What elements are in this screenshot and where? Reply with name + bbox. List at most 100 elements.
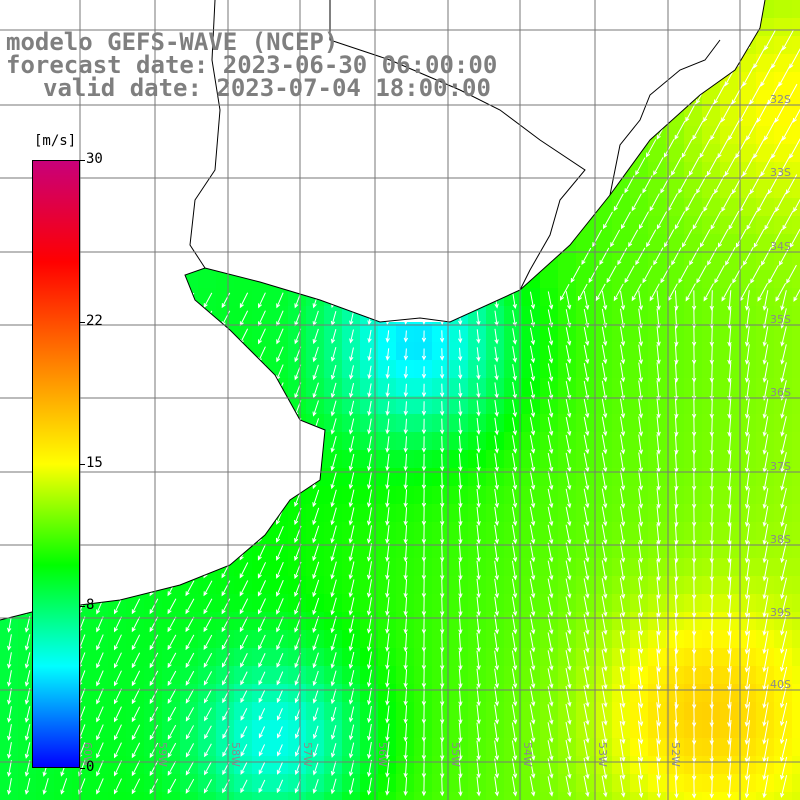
wind-speed-cell: [792, 792, 800, 800]
wind-speed-cell: [702, 612, 720, 630]
wind-arrow: [547, 776, 554, 797]
wind-arrow: [699, 229, 711, 248]
wind-speed-cell: [774, 216, 792, 234]
wind-arrow: [476, 365, 481, 380]
wind-speed-cell: [720, 396, 738, 414]
wind-speed-cell: [468, 576, 486, 594]
wind-arrow: [367, 759, 372, 778]
wind-arrow: [403, 471, 408, 490]
wind-arrow: [385, 471, 390, 490]
wind-arrow: [782, 210, 794, 231]
wind-arrow: [312, 328, 319, 345]
wind-arrow: [330, 525, 337, 544]
wind-arrow: [529, 542, 536, 563]
wind-arrow: [671, 247, 682, 266]
wind-speed-cell: [666, 198, 684, 216]
wind-speed-cell: [612, 432, 630, 450]
wind-arrow: [494, 417, 499, 436]
wind-arrow: [276, 726, 283, 739]
wind-arrow: [312, 615, 320, 633]
wind-speed-cell: [234, 702, 252, 720]
wind-speed-cell: [414, 450, 432, 468]
wind-arrow: [727, 434, 732, 455]
wind-arrow: [275, 543, 284, 561]
wind-speed-cell: [360, 648, 378, 666]
wind-arrow: [348, 400, 355, 417]
wind-arrow: [511, 740, 518, 761]
wind-arrow: [638, 756, 644, 781]
wind-speed-cell: [234, 288, 252, 306]
wind-arrow: [421, 436, 427, 453]
wind-speed-cell: [720, 522, 738, 540]
wind-speed-cell: [702, 396, 720, 414]
wind-arrow: [258, 726, 266, 739]
wind-speed-cell: [450, 360, 468, 378]
wind-speed-cell: [252, 792, 270, 800]
wind-speed-cell: [684, 414, 702, 432]
wind-speed-cell: [360, 702, 378, 720]
wind-arrow: [330, 579, 337, 598]
wind-speed-cell: [144, 756, 162, 774]
wind-arrow: [547, 650, 554, 671]
wind-arrow: [276, 616, 284, 633]
wind-arrow: [385, 579, 390, 598]
wind-speed-cell: [378, 342, 396, 360]
wind-arrow: [678, 265, 689, 284]
wind-speed-cell: [666, 756, 684, 774]
wind-speed-cell: [612, 216, 630, 234]
wind-arrow: [330, 706, 337, 722]
wind-arrow: [258, 762, 266, 775]
wind-arrow: [674, 524, 679, 546]
wind-arrow: [185, 616, 195, 633]
wind-speed-cell: [666, 738, 684, 756]
wind-speed-cell: [378, 576, 396, 594]
wind-speed-cell: [270, 666, 288, 684]
wind-speed-cell: [684, 234, 702, 252]
latitude-label: 33S: [770, 166, 791, 179]
wind-speed-cell: [468, 540, 486, 558]
wind-speed-cell: [720, 666, 738, 684]
wind-arrow: [494, 776, 500, 797]
wind-arrow: [727, 326, 732, 347]
wind-arrow: [761, 246, 772, 266]
wind-arrow: [312, 743, 319, 758]
wind-speed-cell: [486, 540, 504, 558]
wind-arrow: [674, 434, 679, 455]
wind-speed-cell: [270, 702, 288, 720]
wind-speed-cell: [630, 612, 648, 630]
wind-arrow: [203, 689, 212, 704]
wind-speed-cell: [702, 630, 720, 648]
wind-speed-cell: [342, 324, 360, 342]
wind-arrow: [727, 398, 732, 419]
wind-speed-cell: [738, 648, 756, 666]
wind-arrow: [367, 453, 372, 472]
wind-arrow: [601, 524, 608, 545]
wind-speed-cell: [252, 684, 270, 702]
wind-arrow: [312, 670, 319, 687]
wind-arrow: [717, 229, 729, 248]
wind-speed-cell: [756, 648, 774, 666]
wind-arrow: [703, 283, 714, 302]
wind-arrow: [762, 756, 769, 781]
wind-arrow: [674, 211, 686, 230]
wind-arrow: [330, 471, 337, 490]
wind-arrow: [635, 247, 646, 266]
wind-speed-cell: [648, 198, 666, 216]
wind-arrow: [703, 192, 715, 212]
wind-arrow: [749, 83, 762, 105]
wind-arrow: [167, 670, 177, 687]
wind-arrow: [312, 507, 320, 526]
wind-arrow: [131, 598, 141, 615]
wind-arrow: [771, 48, 783, 69]
wind-arrow: [476, 578, 481, 599]
wind-speed-cell: [342, 666, 360, 684]
wind-arrow: [312, 707, 319, 722]
wind-speed-cell: [576, 252, 594, 270]
wind-speed-cell: [666, 774, 684, 792]
wind-speed-cell: [234, 648, 252, 666]
wind-speed-cell: [720, 486, 738, 504]
wind-speed-cell: [54, 774, 72, 792]
wind-speed-cell: [126, 594, 144, 612]
wind-arrow: [131, 634, 141, 651]
wind-arrow: [348, 453, 355, 472]
